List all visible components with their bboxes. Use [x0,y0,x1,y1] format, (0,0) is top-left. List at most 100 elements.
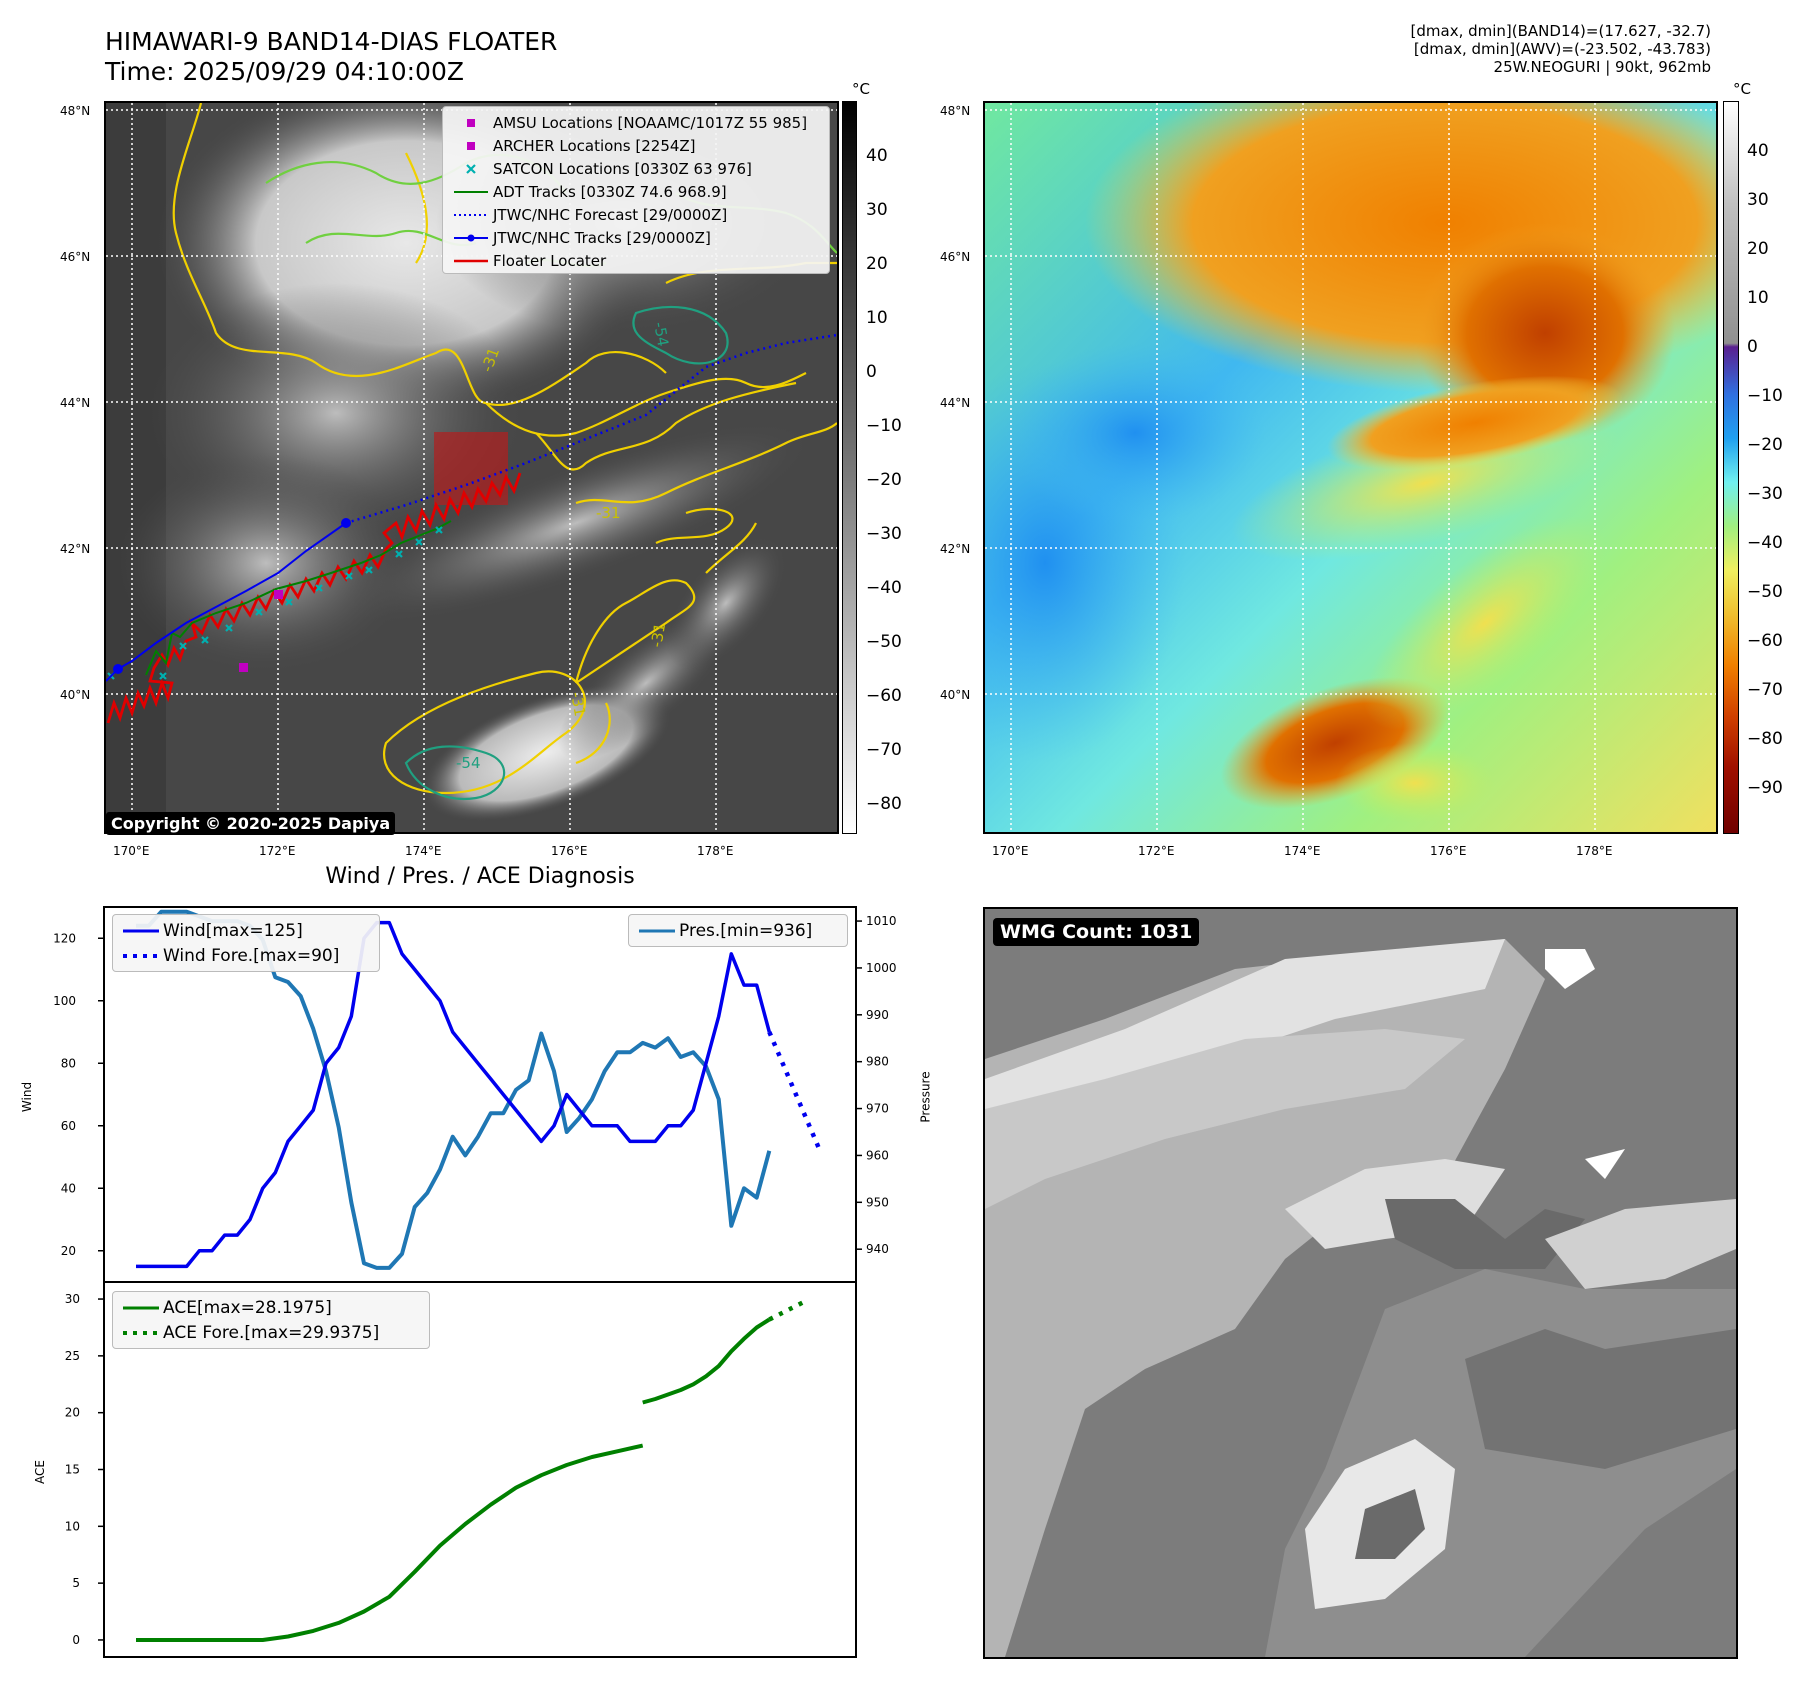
wind-forecast-line [767,1031,823,1152]
legend-item-wind: Wind[max=125] [119,918,373,943]
ir-cb-tick: −50 [866,632,902,652]
wv-lat-label: 42°N [940,542,971,556]
legend-label: SATCON Locations [0330Z 63 976] [493,159,752,178]
wind-tick-label: 20 [61,1244,76,1258]
wv-cb-tick: 0 [1747,337,1758,357]
blue-dotted-line-icon [449,212,493,218]
adt-track [145,520,452,676]
wv-map [985,103,1716,832]
legend-label: ACE[max=28.1975] [163,1297,332,1318]
ace-tick-label: 20 [65,1406,80,1420]
info-block: [dmax, dmin](BAND14)=(17.627, -32.7) [dm… [1411,22,1711,76]
lon-label: 172°E [259,844,296,858]
magenta-square-icon [449,117,493,129]
wind-axis-label: Wind [20,1081,35,1113]
ace-line-icon [119,1305,163,1311]
pressure-tick-label: 950 [866,1195,889,1209]
diagnosis-title: Wind / Pres. / ACE Diagnosis [325,864,635,889]
jtwc-track [106,522,347,682]
ir-cb-tick: −40 [866,578,902,598]
lon-label: 170°E [113,844,150,858]
wmg-image [985,909,1736,1657]
wv-cb-tick: −30 [1747,484,1783,504]
title-line-1: HIMAWARI-9 BAND14-DIAS FLOATER [105,27,558,56]
legend-label: Floater Locater [493,251,607,270]
wv-cb-tick: −80 [1747,729,1783,749]
ace-plot: 0 5 10 15 20 25 30 [65,1292,809,1647]
pressure-tick-label: 970 [866,1102,889,1116]
lon-label: 176°E [551,844,588,858]
wv-cb-tick: −60 [1747,631,1783,651]
ir-cb-tick: −20 [866,470,902,490]
wv-cb-tick: −10 [1747,386,1783,406]
legend-label: Wind Fore.[max=90] [163,945,340,966]
pressure-tick-label: 940 [866,1242,889,1256]
ir-cb-tick: −10 [866,416,902,436]
pressure-tick-label: 1010 [866,914,897,928]
blue-line-dot-icon [449,233,493,243]
red-line-icon [449,258,493,264]
wmg-dark-region [1385,1199,1585,1269]
wind-series-line [136,920,771,1269]
ace-tick-label: 25 [65,1349,80,1363]
jtwc-point [113,664,123,674]
lat-label: 48°N [60,104,91,118]
wind-tick-label: 120 [53,931,76,945]
legend-label: JTWC/NHC Tracks [29/0000Z] [493,228,711,247]
contour-label-1: -54 [650,321,672,348]
wind-tick-label: 60 [61,1119,76,1133]
ace-tick-label: 5 [72,1576,80,1590]
archer-marker [274,590,283,599]
ace-tick-label: 15 [65,1463,80,1477]
legend-item-ace-fore: ACE Fore.[max=29.9375] [119,1320,423,1345]
ace-series-line-tail [642,1317,771,1405]
wv-cb-tick: 10 [1747,288,1769,308]
legend-item-jtwc-tracks: JTWC/NHC Tracks [29/0000Z] [449,226,823,249]
pressure-line-icon [635,928,679,934]
legend-label: ARCHER Locations [2254Z] [493,136,696,155]
contour-label-4: -31 [647,621,669,648]
satcon-markers [107,526,443,680]
ace-tick-label: 10 [65,1519,80,1533]
lat-label: 46°N [60,250,91,264]
wind-line-icon [119,928,163,934]
lon-label: 174°E [405,844,442,858]
wv-cb-tick: −50 [1747,582,1783,602]
ace-series-line [136,1443,644,1642]
contour-label-6: -31 [567,691,589,718]
wv-cb-tick: −20 [1747,435,1783,455]
floater-box [434,432,508,505]
pressure-legend: Pres.[min=936] [628,914,848,947]
ir-colorbar-unit: °C [852,80,870,98]
ace-forecast-line [768,1298,809,1322]
wmg-count-badge: WMG Count: 1031 [993,918,1200,946]
wv-lat-label: 48°N [940,104,971,118]
copyright-badge: Copyright © 2020-2025 Dapiya [106,812,396,835]
diagnosis-charts: 2040608010012094095096097098099010001010… [53,906,897,1658]
legend-label: AMSU Locations [NOAAMC/1017Z 55 985] [493,113,808,132]
wmg-panel [983,907,1738,1659]
wv-map-panel [983,101,1718,834]
info-line-2: [dmax, dmin](AWV)=(-23.502, -43.783) [1413,40,1711,58]
floater-locater-track [106,472,522,724]
wv-lat-label: 46°N [940,250,971,264]
wv-colorbar [1723,101,1739,834]
ir-cb-tick: −60 [866,686,902,706]
ir-cb-tick: 30 [866,200,888,220]
wv-lon-label: 174°E [1284,844,1321,858]
wind-legend: Wind[max=125] Wind Fore.[max=90] [112,914,380,972]
contour-label-3: -31 [596,504,621,522]
wv-lon-label: 176°E [1430,844,1467,858]
wv-lon-label: 170°E [992,844,1029,858]
legend-label: ADT Tracks [0330Z 74.6 968.9] [493,182,727,201]
wv-cb-tick: −90 [1747,778,1783,798]
lat-label: 40°N [60,688,91,702]
ir-cb-tick: −30 [866,524,902,544]
wv-lat-label: 44°N [940,396,971,410]
pressure-tick-label: 990 [866,1008,889,1022]
cyan-x-icon [449,163,493,175]
contour-label-5: -54 [456,754,481,772]
legend-item-jtwc-forecast: JTWC/NHC Forecast [29/0000Z] [449,203,823,226]
legend-label: Wind[max=125] [163,920,303,941]
ir-cb-tick: −80 [866,794,902,814]
